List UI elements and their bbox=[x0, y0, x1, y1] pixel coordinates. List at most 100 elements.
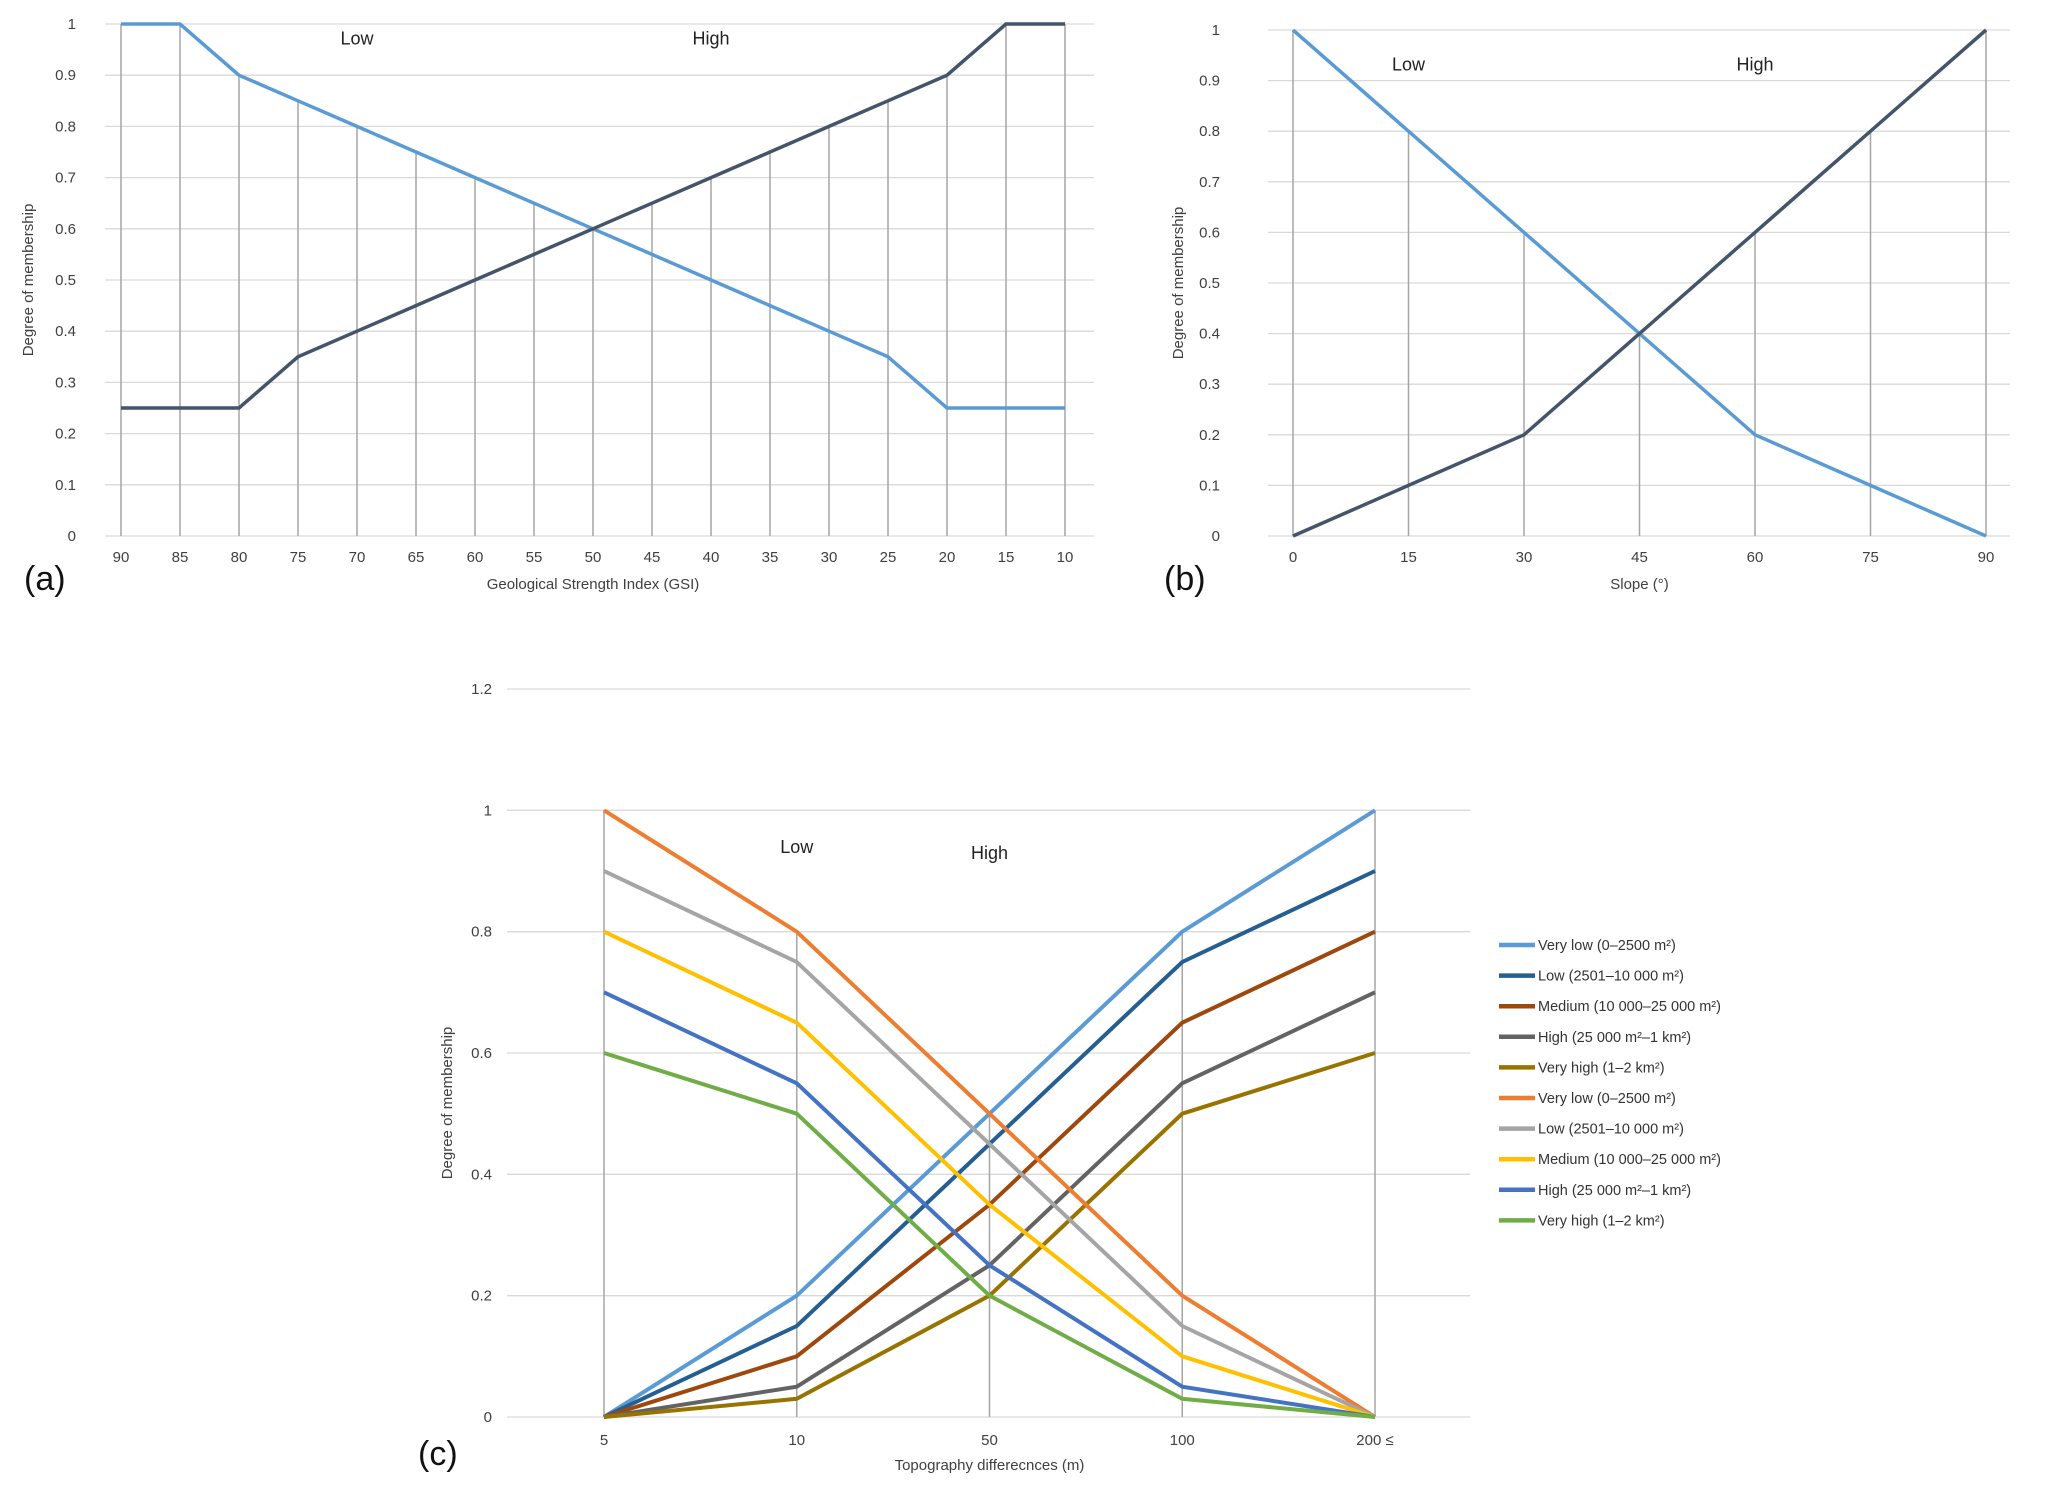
legend-item: Medium (10 000–25 000 m²) bbox=[1499, 1152, 1721, 1168]
legend-label: Medium (10 000–25 000 m²) bbox=[1538, 999, 1721, 1015]
chart-a: 0 0.1 0.2 0.3 0.4 0.5 0.6 0.7 0.8 0.9 1 90 85 80 75 70 6… bbox=[20, 16, 1094, 598]
y-tick-label: 0.4 bbox=[55, 323, 76, 340]
x-axis-title: Slope (°) bbox=[1610, 576, 1669, 593]
legend-item: Very high (1–2 km²) bbox=[1499, 1060, 1665, 1076]
annotation-label: High bbox=[971, 843, 1008, 863]
y-tick-label: 0.7 bbox=[1199, 174, 1220, 191]
annotation-label: Low bbox=[1392, 54, 1426, 74]
x-tick-label: 50 bbox=[981, 1432, 998, 1449]
legend-item: Very low (0–2500 m²) bbox=[1499, 938, 1676, 954]
legend-item: Low (2501–10 000 m²) bbox=[1499, 969, 1684, 985]
y-tick-label: 0 bbox=[484, 1409, 492, 1426]
x-tick-label: 50 bbox=[585, 549, 602, 566]
y-tick-label: 0 bbox=[1212, 528, 1220, 545]
y-tick-label: 1 bbox=[1212, 22, 1220, 39]
series-line bbox=[603, 869, 1376, 1419]
x-tick-label: 60 bbox=[467, 549, 484, 566]
legend-item: High (25 000 m²–1 km²) bbox=[1499, 1183, 1691, 1199]
annotation-label: High bbox=[1736, 54, 1773, 74]
legend-label: High (25 000 m²–1 km²) bbox=[1538, 1030, 1691, 1046]
y-tick-label: 0.5 bbox=[55, 272, 76, 289]
legend-label: Low (2501–10 000 m²) bbox=[1538, 1122, 1684, 1138]
y-tick-label: 1.2 bbox=[471, 681, 492, 698]
x-tick-label: 100 bbox=[1170, 1432, 1195, 1449]
x-tick-label: 55 bbox=[526, 549, 543, 566]
y-tick-label: 1 bbox=[484, 802, 492, 819]
x-tick-label: 70 bbox=[349, 549, 366, 566]
x-axis-title: Geological Strength Index (GSI) bbox=[487, 576, 700, 593]
x-tick-label: 20 bbox=[939, 549, 956, 566]
y-tick-label: 0.3 bbox=[55, 374, 76, 391]
y-tick-label: 0.1 bbox=[1199, 477, 1220, 494]
annotation-label: Low bbox=[780, 837, 814, 857]
x-tick-label: 25 bbox=[880, 549, 897, 566]
y-axis-title: Degree of membership bbox=[439, 1027, 456, 1180]
x-tick-label: 45 bbox=[1631, 549, 1648, 566]
x-tick-label: 10 bbox=[788, 1432, 805, 1449]
legend-label: Very low (0–2500 m²) bbox=[1538, 938, 1676, 954]
series-line bbox=[603, 990, 1376, 1419]
x-tick-label: 10 bbox=[1057, 549, 1074, 566]
y-tick-label: 0.8 bbox=[471, 924, 492, 941]
x-tick-label: 90 bbox=[1978, 549, 1995, 566]
y-tick-label: 0.8 bbox=[1199, 123, 1220, 140]
legend-label: High (25 000 m²–1 km²) bbox=[1538, 1183, 1691, 1199]
y-tick-label: 0.2 bbox=[55, 426, 76, 443]
legend: Very low (0–2500 m²) Low (2501–10 000 m²)… bbox=[1499, 938, 1721, 1229]
y-tick-label: 0.4 bbox=[1199, 326, 1220, 343]
legend-item: Low (2501–10 000 m²) bbox=[1499, 1122, 1684, 1138]
x-tick-label: 75 bbox=[1862, 549, 1879, 566]
series-line bbox=[121, 22, 1065, 410]
x-tick-label: 200 ≤ bbox=[1356, 1432, 1393, 1449]
y-tick-label: 0.2 bbox=[1199, 427, 1220, 444]
y-tick-label: 0.9 bbox=[55, 67, 76, 84]
x-tick-label: 15 bbox=[998, 549, 1015, 566]
x-tick-label: 0 bbox=[1289, 549, 1297, 566]
series-line bbox=[1292, 28, 1988, 538]
x-tick-label: 30 bbox=[1516, 549, 1533, 566]
y-tick-label: 1 bbox=[68, 16, 76, 33]
legend-label: Medium (10 000–25 000 m²) bbox=[1538, 1152, 1721, 1168]
x-tick-label: 30 bbox=[821, 549, 838, 566]
legend-item: High (25 000 m²–1 km²) bbox=[1499, 1030, 1691, 1046]
y-tick-label: 0.6 bbox=[55, 221, 76, 238]
chart-b: 0 0.1 0.2 0.3 0.4 0.5 0.6 0.7 0.8 0.9 1 0 15 30 45 60 75… bbox=[1164, 22, 2010, 598]
y-tick-label: 0 bbox=[68, 528, 76, 545]
series-line bbox=[603, 929, 1376, 1419]
panel-label: (c) bbox=[418, 1435, 458, 1473]
y-tick-label: 0.9 bbox=[1199, 73, 1220, 90]
legend-item: Very high (1–2 km²) bbox=[1499, 1213, 1665, 1229]
x-tick-label: 90 bbox=[113, 549, 130, 566]
panel-label: (a) bbox=[24, 560, 66, 598]
x-tick-label: 80 bbox=[231, 549, 248, 566]
x-tick-label: 75 bbox=[290, 549, 307, 566]
x-tick-label: 65 bbox=[408, 549, 425, 566]
annotation-label: Low bbox=[340, 28, 374, 48]
series-line bbox=[603, 1051, 1376, 1419]
x-tick-label: 60 bbox=[1747, 549, 1764, 566]
legend-label: Very high (1–2 km²) bbox=[1538, 1060, 1665, 1076]
legend-item: Very low (0–2500 m²) bbox=[1499, 1091, 1676, 1107]
panel-label: (b) bbox=[1164, 560, 1206, 598]
legend-label: Very low (0–2500 m²) bbox=[1538, 1091, 1676, 1107]
x-axis-title: Topography differecnces (m) bbox=[895, 1457, 1085, 1474]
annotation-label: High bbox=[692, 28, 729, 48]
x-tick-label: 45 bbox=[644, 549, 661, 566]
y-tick-label: 0.8 bbox=[55, 118, 76, 135]
y-tick-label: 0.6 bbox=[1199, 224, 1220, 241]
y-tick-label: 0.4 bbox=[471, 1166, 492, 1183]
x-tick-label: 85 bbox=[172, 549, 189, 566]
y-tick-label: 0.5 bbox=[1199, 275, 1220, 292]
y-axis-title: Degree of membership bbox=[1170, 207, 1187, 360]
x-tick-label: 15 bbox=[1400, 549, 1417, 566]
y-tick-label: 0.1 bbox=[55, 477, 76, 494]
y-tick-label: 0.7 bbox=[55, 170, 76, 187]
y-tick-label: 0.3 bbox=[1199, 376, 1220, 393]
legend-label: Low (2501–10 000 m²) bbox=[1538, 969, 1684, 985]
legend-item: Medium (10 000–25 000 m²) bbox=[1499, 999, 1721, 1015]
y-tick-label: 0.2 bbox=[471, 1288, 492, 1305]
x-tick-label: 40 bbox=[703, 549, 720, 566]
x-tick-label: 5 bbox=[600, 1432, 608, 1449]
y-axis-title: Degree of membership bbox=[20, 204, 37, 357]
